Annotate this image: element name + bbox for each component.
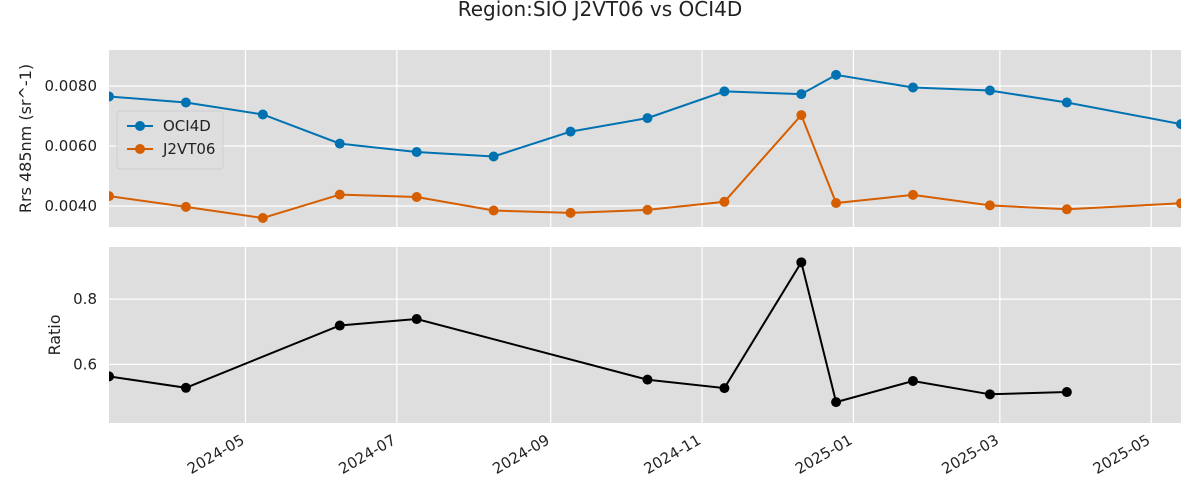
legend-label: J2VT06 [162,140,215,158]
top-panel: 0.0040 0.0060 0.0080 Rrs 485nm (sr^-1) OCI4D… [16,50,1181,227]
x-tick-label: 2025-01 [792,431,855,478]
data-point [908,375,918,386]
data-point [180,382,191,393]
data-point [180,97,191,108]
data-point [1061,97,1072,108]
data-point [796,257,807,268]
x-tick-label: 2025-05 [1090,431,1153,478]
data-point [831,198,842,208]
data-point [984,389,995,400]
plot-background [109,247,1181,423]
data-point [796,89,807,100]
data-point [719,196,730,207]
data-point [642,374,653,385]
data-point [908,82,918,93]
data-point [257,213,268,223]
data-point [908,189,918,200]
data-point [719,86,730,97]
data-point [334,189,345,200]
series-group [109,110,1181,223]
y-tick-label: 0.0060 [45,137,98,155]
data-point [719,383,730,394]
data-point [488,205,499,216]
chart-title: Region:SIO J2VT06 vs OCI4D [458,0,743,21]
y-tick-label: 0.8 [73,290,97,308]
y-tick-label: 0.0080 [45,77,98,95]
legend-label: OCI4D [163,117,211,135]
data-point [831,69,842,80]
y-tick-label: 0.0040 [45,197,98,215]
data-point [565,207,576,218]
data-point [984,200,995,211]
data-point [565,126,576,137]
series-group [109,69,1181,162]
data-point [642,113,653,124]
y-axis-label: Rrs 485nm (sr^-1) [16,64,35,213]
data-point [109,91,114,102]
y-tick-label: 0.6 [73,355,97,373]
data-point [109,191,114,202]
y-axis-label: Ratio [45,314,64,355]
data-point [1176,119,1181,130]
data-point [984,85,995,96]
x-tick-label: 2025-03 [939,431,1002,478]
data-point [334,138,345,149]
x-tick-label: 2024-09 [489,431,552,478]
data-point [411,314,422,325]
data-point [488,151,499,162]
data-point [796,110,807,121]
plot-background [109,50,1181,227]
legend-marker [135,121,145,131]
data-point [1061,387,1072,398]
data-point [109,371,114,382]
data-point [411,147,422,157]
legend-marker [135,144,145,154]
x-tick-label: 2024-07 [336,431,399,478]
data-point [1176,198,1181,209]
x-tick-label: 2024-05 [184,431,247,478]
data-point [642,204,653,215]
data-point [334,320,345,331]
data-point [1061,204,1072,215]
x-axis: 2024-05 2024-07 2024-09 2024-11 2025-01 2025-… [184,431,1153,478]
data-point [831,397,842,408]
bottom-panel: 0.6 0.8 Ratio [45,247,1181,423]
data-point [411,192,422,202]
series-group [109,257,1072,408]
x-tick-label: 2024-11 [641,431,704,478]
data-point [257,109,268,120]
data-point [180,201,191,212]
